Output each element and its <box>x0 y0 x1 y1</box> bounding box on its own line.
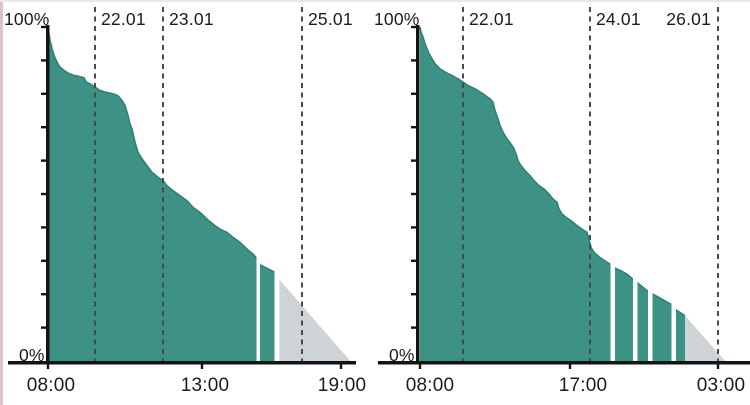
y-max-label: 100% <box>374 9 420 29</box>
x-axis-tick <box>716 364 720 369</box>
level-area-gap <box>671 32 676 361</box>
y-axis-tick <box>411 25 416 29</box>
x-axis-tick <box>46 364 50 369</box>
x-axis-tick <box>418 364 422 369</box>
y-axis <box>416 25 420 365</box>
x-axis-tick <box>568 364 572 369</box>
y-axis <box>46 25 50 365</box>
y-axis-tick <box>411 92 416 95</box>
time-label: 17:00 <box>558 375 608 396</box>
battery-forecast-area <box>685 315 727 363</box>
battery-forecast-area <box>279 279 352 363</box>
time-label: 19:00 <box>317 375 367 396</box>
y-max-label: 100% <box>4 9 50 29</box>
y-axis-tick <box>411 159 416 162</box>
x-axis-tick <box>339 364 343 369</box>
date-label: 24.01 <box>596 9 641 29</box>
y-axis-tick <box>41 159 46 162</box>
left-edge-border <box>0 2 3 405</box>
y-axis-tick <box>411 259 416 262</box>
date-label: 26.01 <box>666 9 711 29</box>
date-label: 22.01 <box>469 9 514 29</box>
y-axis-tick <box>41 59 46 62</box>
y-axis-tick <box>41 259 46 262</box>
time-label: 08:00 <box>405 375 455 396</box>
level-area-gap <box>633 32 638 361</box>
y-axis-tick <box>411 192 416 196</box>
y-axis-tick <box>411 59 416 62</box>
date-label: 25.01 <box>308 9 353 29</box>
level-area-gap <box>274 32 280 361</box>
y-axis-tick <box>41 226 46 229</box>
date-label: 23.01 <box>169 9 214 29</box>
level-area-gap <box>648 32 653 361</box>
level-area-gap <box>256 32 260 361</box>
y-axis-tick <box>41 326 46 329</box>
battery-level-edge <box>419 26 686 317</box>
time-label: 13:00 <box>180 375 230 396</box>
y-axis-tick <box>41 293 46 296</box>
battery-level-area <box>48 27 279 363</box>
battery-level-edge <box>47 26 280 275</box>
y-axis-tick <box>411 226 416 229</box>
y-axis-tick <box>411 293 416 296</box>
battery-level-area <box>420 27 685 363</box>
time-label: 03:00 <box>696 375 746 396</box>
y-axis-tick <box>41 92 46 95</box>
y-min-label: 0% <box>19 345 45 365</box>
y-axis-tick <box>41 25 46 29</box>
y-axis-tick <box>41 192 46 196</box>
x-axis-tick <box>200 364 204 369</box>
level-area-gap <box>610 32 615 361</box>
x-axis <box>8 361 356 365</box>
y-axis-tick <box>411 326 416 329</box>
date-label: 22.01 <box>101 9 146 29</box>
time-label: 08:00 <box>26 375 76 396</box>
x-axis <box>378 361 750 365</box>
y-axis-tick <box>411 126 416 129</box>
y-axis-tick <box>41 126 46 129</box>
y-min-label: 0% <box>389 345 415 365</box>
